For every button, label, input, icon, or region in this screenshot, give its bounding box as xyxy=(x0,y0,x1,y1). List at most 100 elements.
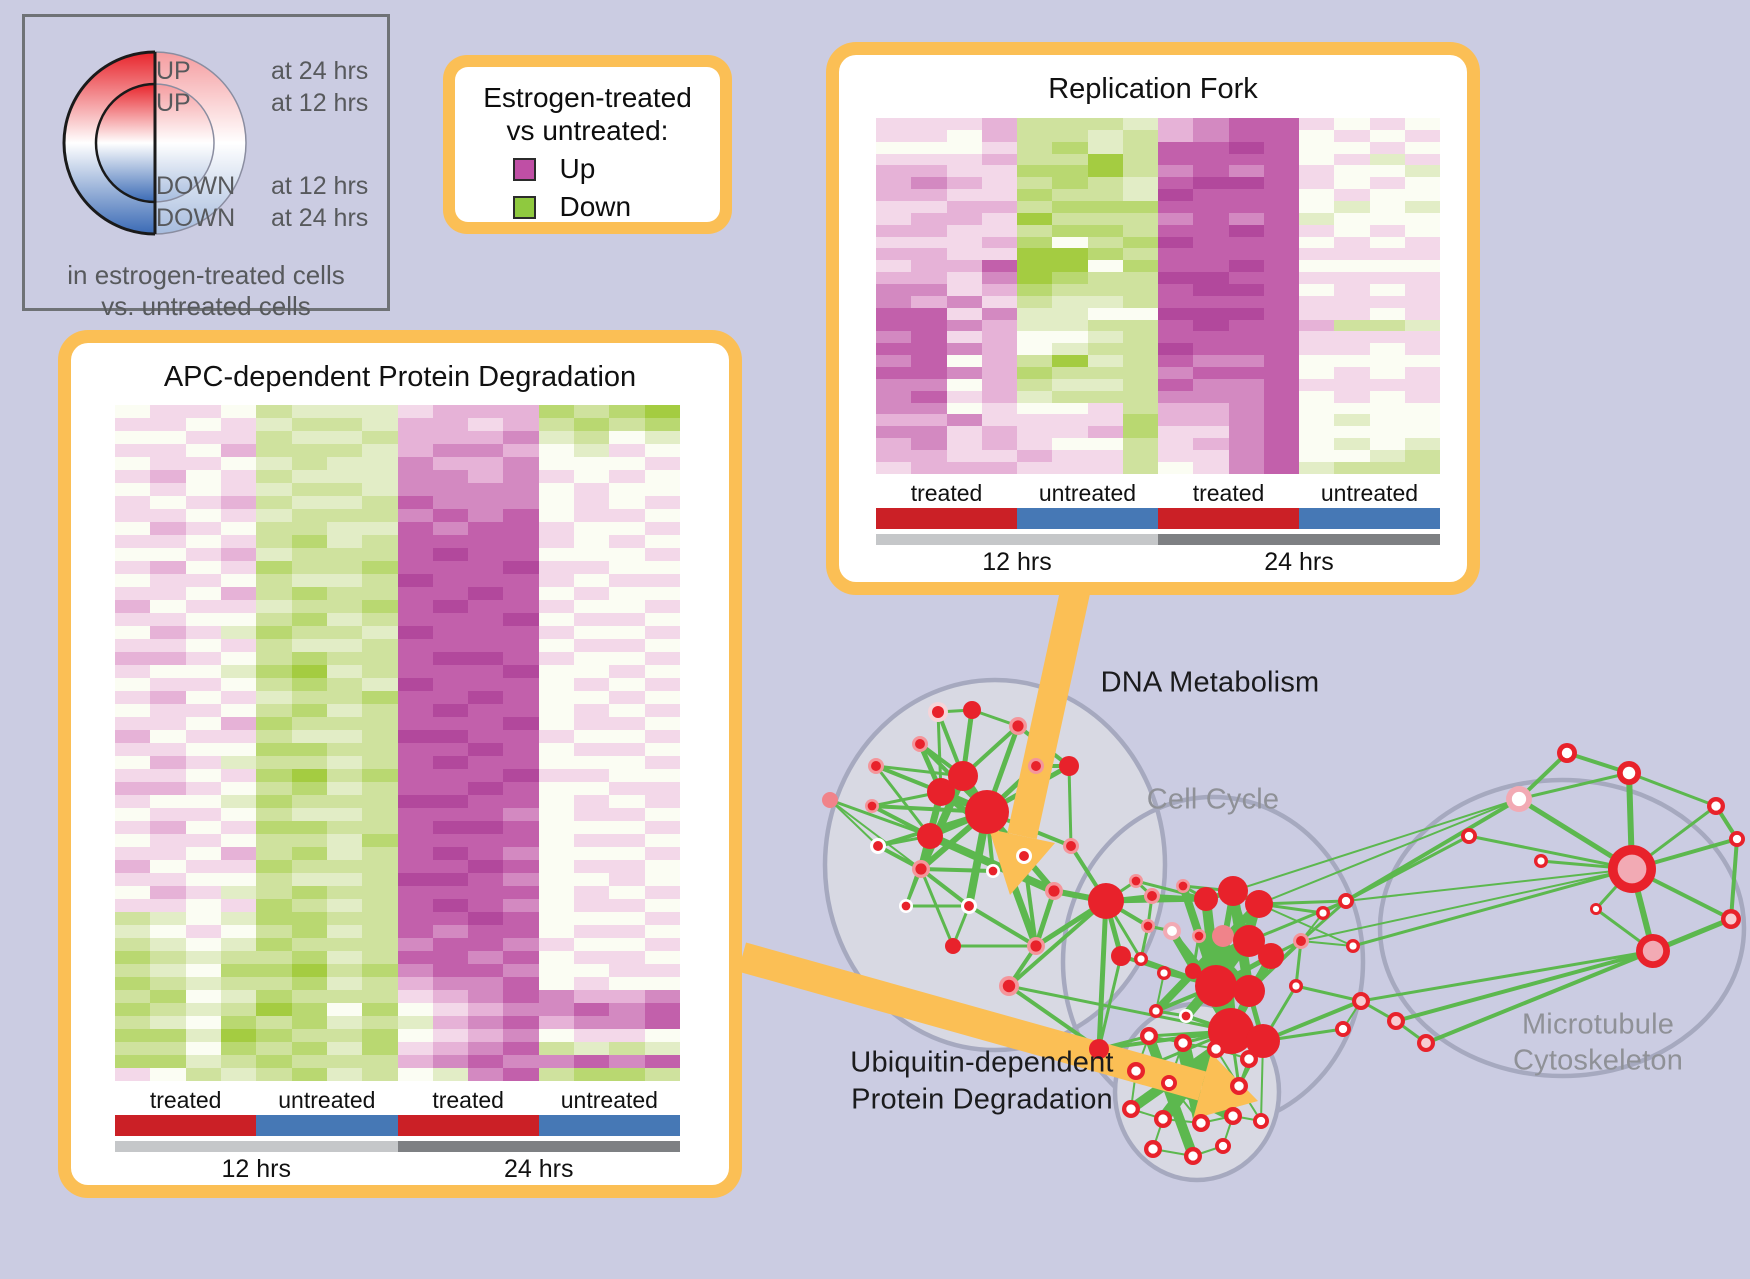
heatmap-row xyxy=(115,600,680,613)
gene-node-center xyxy=(1152,1007,1160,1015)
heatmap-row xyxy=(876,165,1440,178)
panel-pointer-arrow-head xyxy=(1193,1053,1258,1119)
gene-node-center xyxy=(1158,1114,1168,1124)
heatmap-row xyxy=(876,390,1440,403)
heatmap-row xyxy=(115,730,680,743)
heatmap-row xyxy=(876,367,1440,379)
gene-node-center xyxy=(1030,940,1042,952)
heatmap-row xyxy=(115,587,680,600)
gene-node xyxy=(822,792,838,808)
gene-node xyxy=(1089,1039,1109,1059)
axis-group-label: untreated xyxy=(1320,480,1419,506)
network-edge xyxy=(1300,868,1633,942)
up-swatch-icon xyxy=(512,157,536,181)
heatmap-row xyxy=(115,457,680,470)
axis-group-label: treated xyxy=(432,1087,504,1113)
heatmap-row xyxy=(115,704,680,717)
heatmap-row xyxy=(115,1003,680,1016)
gene-node xyxy=(963,701,981,719)
network-edge xyxy=(1033,890,1057,947)
gene-node-center xyxy=(873,841,883,851)
heatmap-row xyxy=(876,426,1440,439)
replication-fork-title: Replication Fork xyxy=(1048,73,1258,105)
heatmap-row xyxy=(115,405,680,418)
gene-node xyxy=(1258,943,1284,969)
network-edge xyxy=(928,832,1056,895)
label-microtubule-line1: Microtubule xyxy=(1521,1008,1675,1041)
gene-node-center xyxy=(867,801,877,811)
gene-node xyxy=(1245,890,1273,918)
network-edge xyxy=(1729,838,1739,920)
heatmap-row xyxy=(115,561,680,574)
gene-node-center xyxy=(1622,766,1636,780)
heatmap-row xyxy=(876,438,1440,451)
heatmap-row xyxy=(115,795,680,808)
heatmap-row xyxy=(115,951,680,964)
heatmap-row xyxy=(115,496,680,509)
apc-axis: treated untreated treated untreated 12 hrs 24… xyxy=(115,1087,680,1187)
heatmap-row xyxy=(876,378,1440,391)
network-edge xyxy=(919,867,971,908)
heatmap-row xyxy=(876,307,1440,320)
network-edge xyxy=(1144,1034,1198,1158)
gene-node xyxy=(1218,876,1248,906)
gene-node xyxy=(1212,925,1234,947)
gene-node-center xyxy=(1181,1011,1191,1021)
gene-node-center xyxy=(1244,1054,1254,1064)
heatmap-row xyxy=(115,548,680,561)
gene-node-center xyxy=(1031,761,1041,771)
gene-node xyxy=(948,761,978,791)
network-edge xyxy=(1007,899,1108,988)
heatmap-row xyxy=(876,355,1440,368)
heatmap-row xyxy=(115,912,680,925)
node-degree-legend: UP at 24 hrs UP at 12 hrs DOWN at 12 hrs… xyxy=(22,14,390,321)
heatmap-row xyxy=(876,343,1440,356)
heatmap-row xyxy=(115,860,680,873)
axis-group-label: treated xyxy=(910,480,983,506)
gene-node-center xyxy=(1341,896,1351,906)
network-edge xyxy=(1258,798,1520,905)
heatmap-row xyxy=(115,691,680,704)
heatmap-row xyxy=(115,808,680,821)
gene-node-center xyxy=(1711,801,1721,811)
updown-circles-icon xyxy=(62,50,247,236)
gene-node-center xyxy=(1143,921,1153,931)
gene-node-center xyxy=(1019,851,1029,861)
updown-legend-title: Estrogen-treated vs untreated: xyxy=(483,82,692,146)
heatmap-row xyxy=(115,444,680,457)
heatmap-row xyxy=(876,272,1440,285)
gene-node xyxy=(1195,965,1237,1007)
gene-node xyxy=(965,790,1009,834)
gene-node-center xyxy=(1131,876,1141,886)
gene-node-center xyxy=(1160,969,1168,977)
heatmap-row xyxy=(115,470,680,483)
heatmap-row xyxy=(876,212,1440,225)
heatmap-row xyxy=(876,141,1440,154)
apc-heatmap xyxy=(115,405,680,1081)
heatmap-row xyxy=(876,295,1440,308)
gene-node-center xyxy=(1178,1038,1188,1048)
gene-node-center xyxy=(1511,791,1527,807)
label-dna-metabolism: DNA Metabolism xyxy=(1100,666,1320,699)
network-edge xyxy=(829,798,931,838)
axis-group-label: untreated xyxy=(278,1087,376,1113)
heatmap-row xyxy=(876,402,1440,415)
network-edge xyxy=(1097,955,1123,1050)
heatmap-row xyxy=(115,743,680,756)
heatmap-row xyxy=(115,717,680,730)
treatment-color-bar xyxy=(538,1115,680,1136)
gene-node xyxy=(1111,946,1131,966)
treatment-color-bar xyxy=(1158,508,1299,529)
axis-group-label: treated xyxy=(1192,480,1265,506)
gene-node-center xyxy=(988,866,998,876)
network-edge xyxy=(967,904,1038,948)
legend-up-row: Up xyxy=(512,153,663,185)
gene-node-center xyxy=(1137,955,1145,963)
gene-node-center xyxy=(901,901,911,911)
heatmap-row xyxy=(876,201,1440,213)
gene-node xyxy=(1185,963,1201,979)
gene-node-center xyxy=(1464,831,1474,841)
time-color-bar xyxy=(115,1141,398,1152)
network-edge xyxy=(1300,899,1347,943)
